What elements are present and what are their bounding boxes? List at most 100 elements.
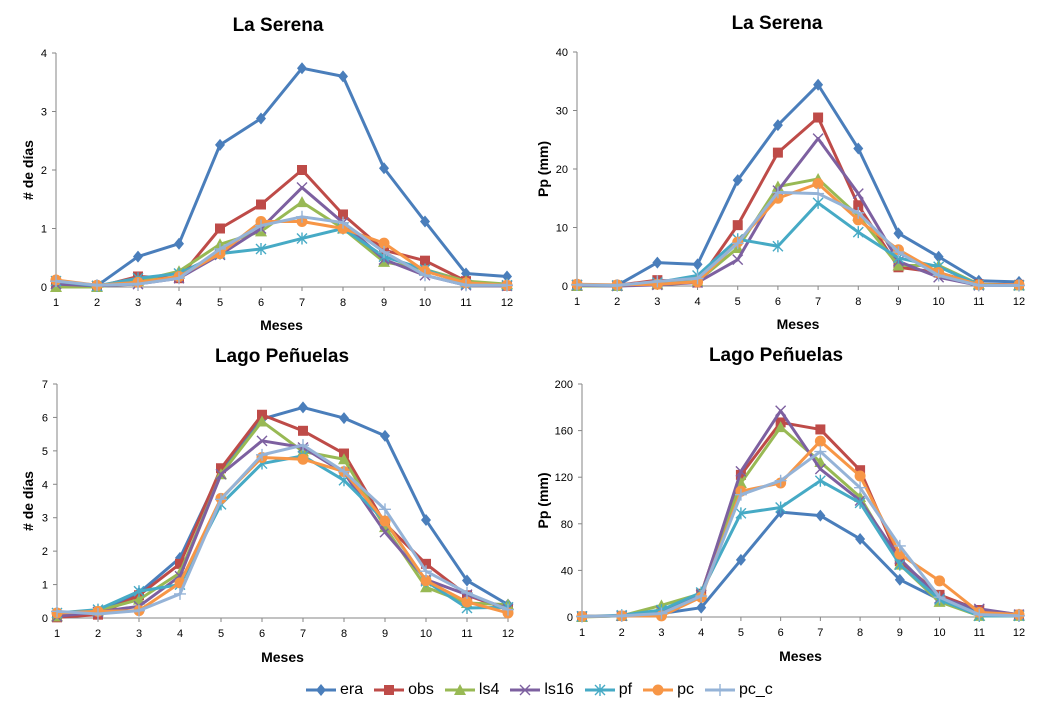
marker-diamond	[298, 401, 308, 414]
y-tick-label: 80	[561, 519, 573, 531]
y-tick-label: 1	[41, 224, 47, 236]
x-tick-label: 3	[136, 628, 142, 640]
marker-plus	[378, 245, 390, 258]
marker-circle	[297, 453, 309, 465]
series-line-pc_c	[55, 215, 507, 287]
series-line-pf	[581, 479, 1019, 618]
series-ls4	[576, 421, 1025, 622]
legend-label: era	[340, 681, 364, 698]
x-axis-label: Meses	[779, 648, 822, 664]
marker-plus	[460, 279, 472, 292]
series-line-pc	[55, 219, 508, 287]
marker-diamond	[462, 574, 472, 587]
marker-plus	[893, 539, 906, 552]
marker-diamond	[316, 684, 326, 696]
marker-plus	[214, 242, 226, 255]
marker-star	[775, 501, 787, 514]
y-tick-label: 20	[556, 164, 568, 176]
marker-triangle	[774, 421, 787, 433]
series-era	[51, 62, 512, 292]
marker-diamond	[772, 119, 783, 132]
series-line-obs	[576, 116, 1020, 287]
x-tick-label: 6	[775, 296, 781, 308]
marker-plus	[892, 246, 905, 259]
x-tick-label: 5	[738, 627, 744, 639]
marker-plus	[296, 210, 308, 223]
x-tick-label: 9	[382, 628, 388, 640]
y-tick-label: 3	[41, 107, 47, 119]
y-tick-label: 5	[42, 446, 48, 458]
series-line-pc	[581, 439, 1020, 618]
x-axis-label: Meses	[777, 316, 820, 332]
marker-plus	[461, 586, 473, 599]
series-obs	[51, 165, 512, 292]
series-line-obs	[56, 413, 509, 619]
legend-label: pf	[618, 681, 633, 698]
marker-square	[772, 147, 783, 158]
marker-diamond	[256, 112, 266, 125]
x-tick-label: 12	[1013, 627, 1025, 639]
y-tick-label: 160	[555, 426, 573, 438]
marker-plus	[1013, 609, 1025, 622]
marker-square	[421, 558, 431, 569]
marker-x	[814, 463, 826, 475]
x-tick-label: 1	[54, 628, 60, 640]
x-axis-label: Meses	[260, 317, 303, 333]
y-tick-label: 30	[556, 106, 568, 118]
marker-plus	[691, 272, 704, 285]
series-line-era	[576, 83, 1020, 287]
x-tick-label: 11	[461, 628, 472, 640]
y-tick-label: 2	[42, 546, 48, 558]
series-line-pc_c	[581, 450, 1020, 618]
marker-plus	[133, 604, 145, 617]
marker-plus	[651, 275, 664, 288]
x-tick-label: 8	[855, 296, 861, 308]
x-tick-label: 7	[299, 297, 305, 309]
legend-swatch-pf	[584, 684, 615, 696]
marker-circle	[814, 435, 826, 447]
legend-swatch-pc_c	[704, 684, 735, 696]
marker-diamond	[894, 573, 905, 586]
x-tick-label: 9	[897, 627, 903, 639]
series-line-pc_c	[576, 190, 1019, 287]
marker-triangle	[453, 684, 466, 695]
marker-circle	[934, 575, 946, 587]
x-tick-label: 9	[895, 296, 901, 308]
x-tick-label: 1	[574, 296, 580, 308]
marker-square	[732, 220, 743, 231]
marker-plus	[731, 237, 744, 250]
x-tick-label: 11	[973, 296, 984, 308]
chart-title: La Serena	[233, 15, 324, 36]
marker-triangle	[892, 259, 905, 271]
marker-plus	[615, 609, 628, 622]
marker-circle	[461, 596, 473, 608]
marker-diamond	[933, 250, 944, 263]
series-pc_c	[576, 445, 1025, 623]
marker-plus	[655, 607, 668, 620]
marker-plus	[932, 269, 945, 282]
y-tick-label: 0	[42, 613, 48, 625]
x-tick-label: 3	[135, 297, 141, 309]
legend-swatch-era	[306, 684, 336, 696]
series-line-pc	[56, 456, 509, 615]
marker-x	[379, 526, 391, 538]
marker-square	[813, 112, 824, 123]
x-tick-label: 7	[815, 296, 821, 308]
marker-triangle	[133, 593, 145, 605]
y-tick-label: 10	[556, 223, 568, 235]
marker-diamond	[174, 237, 184, 250]
x-tick-label: 4	[176, 297, 182, 309]
marker-x	[519, 684, 531, 696]
marker-diamond	[339, 412, 349, 425]
y-tick-label: 0	[562, 281, 568, 293]
legend-item-obs: obs	[373, 681, 434, 699]
legend-swatch-ls16	[510, 684, 541, 696]
marker-square	[855, 465, 866, 476]
marker-diamond	[893, 227, 904, 240]
marker-square	[257, 409, 267, 420]
series-era	[572, 78, 1024, 292]
y-tick-label: 0	[41, 282, 47, 294]
legend-label: pc_c	[738, 681, 773, 698]
x-tick-label: 9	[381, 297, 387, 309]
